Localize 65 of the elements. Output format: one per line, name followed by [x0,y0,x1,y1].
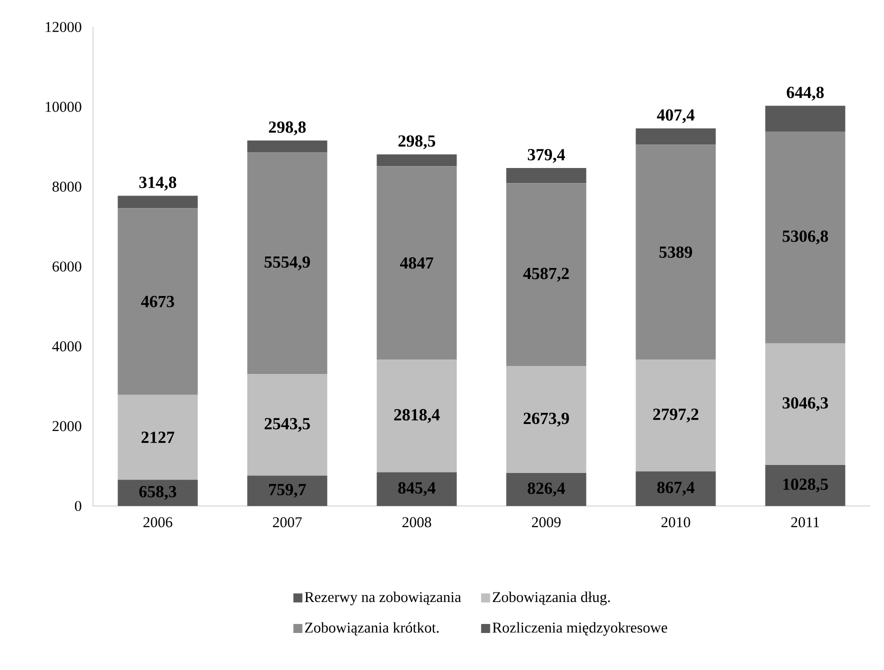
data-label: 314,8 [139,176,176,191]
bar [247,476,328,506]
y-tick-label: 6000 [52,261,82,272]
data-label: 407,4 [656,109,694,124]
data-label: 1028,5 [783,478,828,492]
bar [118,208,198,395]
bar [636,360,716,472]
bar [376,360,457,472]
bar [247,140,328,152]
x-tick-label: 2011 [791,517,820,528]
data-label: 2797,2 [653,408,698,422]
data-label: 867,4 [657,482,694,496]
x-tick-label: 2007 [272,517,302,528]
data-label: 2543,5 [264,418,310,432]
data-label: 4847 [400,257,434,269]
data-label: 3046,3 [782,397,828,412]
bar [376,472,457,506]
bar [506,473,586,506]
legend-label: Zobowiązania krótkot. [305,622,439,636]
bar [636,128,716,145]
data-label: 5306,8 [782,230,828,244]
y-tick-label: 2000 [52,421,82,432]
bar [118,196,198,208]
bar [506,366,586,474]
data-label: 2673,9 [524,412,569,427]
bar [247,374,328,476]
bar [765,106,846,132]
data-label: 379,4 [528,149,565,163]
bar [636,471,716,506]
data-label: 2818,4 [394,409,440,423]
y-tick-label: 0 [74,500,82,512]
data-label: 298,5 [398,135,436,150]
data-label: 5389 [659,246,692,258]
data-label: 658,3 [139,486,176,500]
x-tick-label: 2008 [402,517,432,528]
bar [376,154,457,166]
legend-label: Rezerwy na zobowiązania [304,592,462,606]
y-tick-label: 10000 [46,102,82,112]
data-label: 759,7 [269,484,306,498]
y-tick-label: 12000 [46,22,82,32]
data-label: 826,4 [528,482,565,496]
bar [506,183,586,366]
x-tick-label: 2009 [532,517,561,528]
data-label: 644,8 [786,86,824,101]
legend-label: Rozliczenia międzyokresowe [492,622,668,636]
bar [118,394,198,480]
data-label: 4587,2 [523,268,569,282]
bar [765,343,846,465]
data-label: 4673 [141,296,174,308]
bar [636,144,716,360]
data-label: 5554,9 [264,256,310,270]
bar [376,166,457,360]
bar [765,464,846,506]
data-label: 298,8 [268,121,306,136]
x-tick-label: 2006 [143,517,172,528]
bar [506,168,586,184]
bar [118,480,198,506]
data-label: 845,4 [398,482,436,496]
data-label: 2127 [142,432,174,443]
bar [765,132,846,344]
x-tick-label: 2010 [661,517,690,528]
bar [247,152,328,374]
legend-label: Zobowiązania dług. [492,592,610,606]
y-tick-label: 8000 [52,182,82,192]
y-tick-label: 4000 [52,341,82,352]
